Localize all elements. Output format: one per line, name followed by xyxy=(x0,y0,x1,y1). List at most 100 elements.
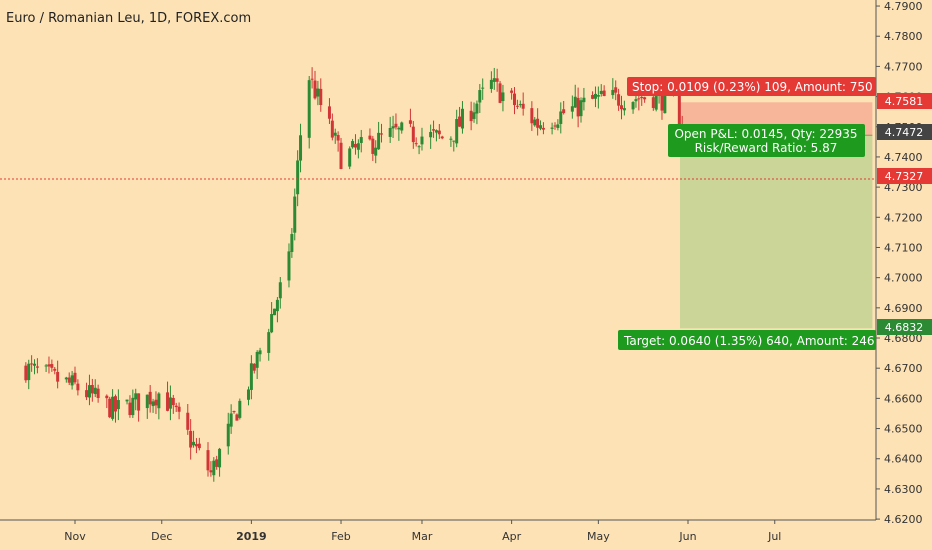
candle-body xyxy=(596,95,600,97)
candle-body xyxy=(212,460,216,476)
candle-body xyxy=(619,105,623,110)
candle-body xyxy=(611,89,615,96)
stop-price-tag: 4.7581 xyxy=(877,93,932,109)
candle-body xyxy=(125,399,129,402)
candle-body xyxy=(154,399,158,406)
candle-body xyxy=(368,135,372,140)
price-tick-label: 4.6700 xyxy=(884,362,923,375)
price-tick-label: 4.6600 xyxy=(884,392,923,405)
candle-body xyxy=(177,406,181,412)
candle-body xyxy=(455,119,459,144)
candle-body xyxy=(316,88,320,97)
candle-body xyxy=(252,363,256,371)
candle-body xyxy=(33,363,37,366)
candle-body xyxy=(24,365,28,381)
candle-body xyxy=(432,129,436,131)
candle-body xyxy=(518,104,522,106)
candle-body xyxy=(287,251,291,281)
candle-body xyxy=(591,95,595,99)
candle-body xyxy=(643,97,647,100)
profit-target-zone[interactable] xyxy=(680,135,873,329)
candle-body xyxy=(437,130,441,135)
candle-body xyxy=(478,90,482,103)
candle-body xyxy=(70,375,74,386)
candle-body xyxy=(319,88,323,106)
candle-body xyxy=(495,78,499,82)
time-tick-label: 2019 xyxy=(236,530,267,543)
candle-body xyxy=(481,87,485,89)
candle-body xyxy=(515,105,519,107)
stop-label: Stop: 0.0109 (0.23%) 109, Amount: 750 xyxy=(632,80,873,94)
stop-label-box: Stop: 0.0109 (0.23%) 109, Amount: 750 xyxy=(627,77,876,96)
candle-body xyxy=(267,332,271,353)
candle-body xyxy=(640,96,644,99)
current-price-tag: 4.7327 xyxy=(877,168,932,184)
candle-body xyxy=(677,93,681,125)
candle-body xyxy=(394,123,398,128)
current-price-value: 4.7327 xyxy=(885,170,924,183)
candle-body xyxy=(235,414,239,421)
candle-body xyxy=(654,93,658,110)
candle-body xyxy=(333,132,337,136)
candle-body xyxy=(47,364,51,367)
candle-body xyxy=(116,400,120,410)
candle-body xyxy=(113,396,117,412)
price-tick-label: 4.7000 xyxy=(884,272,923,285)
candle-body xyxy=(258,350,262,355)
candle-body xyxy=(377,132,381,150)
candle-body xyxy=(273,308,277,316)
candle-body xyxy=(218,448,222,468)
candle-body xyxy=(87,385,91,398)
candle-body xyxy=(206,450,210,471)
risk-reward-label: Risk/Reward Ratio: 5.87 xyxy=(695,141,838,155)
candle-body xyxy=(553,125,557,127)
candle-body xyxy=(492,78,496,82)
candle-body xyxy=(275,299,279,312)
candle-body xyxy=(151,401,155,407)
time-tick-label: Feb xyxy=(331,530,350,543)
candle-body xyxy=(536,118,540,128)
candle-body xyxy=(359,137,363,143)
candle-body xyxy=(128,402,132,416)
stop-price-value: 4.7581 xyxy=(885,95,924,108)
candle-body xyxy=(85,390,89,398)
candle-body xyxy=(339,142,343,169)
candle-body xyxy=(96,388,100,399)
candle-body xyxy=(489,79,493,89)
candle-body xyxy=(30,363,34,365)
candle-body xyxy=(145,394,149,409)
candle-body xyxy=(189,430,193,448)
candle-body xyxy=(131,397,135,416)
candle-body xyxy=(475,103,479,114)
open-pnl-box: Open P&L: 0.0145, Qty: 22935 Risk/Reward… xyxy=(668,124,865,157)
price-tick-label: 4.7700 xyxy=(884,60,923,73)
candle-body xyxy=(417,146,421,148)
candle-body xyxy=(593,93,597,99)
candle-body xyxy=(371,138,375,154)
price-tick-label: 4.6300 xyxy=(884,483,923,496)
candle-body xyxy=(299,135,303,161)
candle-body xyxy=(50,364,54,368)
candle-body xyxy=(449,138,453,140)
candle-body xyxy=(215,459,219,467)
candle-body xyxy=(134,393,138,400)
candle-body xyxy=(76,383,80,391)
candle-body xyxy=(53,368,57,371)
candle-body xyxy=(168,397,172,409)
candle-body xyxy=(391,126,395,129)
time-tick-label: Jul xyxy=(767,530,781,543)
candle-body xyxy=(186,412,190,430)
candle-body xyxy=(411,126,415,143)
entry-price-tag: 4.7472 xyxy=(877,124,932,140)
candle-body xyxy=(472,112,476,119)
price-tick-label: 4.7300 xyxy=(884,181,923,194)
candle-body xyxy=(238,400,242,418)
candle-body xyxy=(209,470,213,473)
target-label-box: Target: 0.0640 (1.35%) 640, Amount: 246 xyxy=(618,330,876,350)
candle-body xyxy=(429,131,433,138)
candle-body xyxy=(226,423,230,447)
candle-body xyxy=(663,88,667,114)
price-tick-label: 4.6800 xyxy=(884,332,923,345)
time-axis[interactable]: Nov Dec 2019 Feb Mar Apr May Jun Jul xyxy=(64,520,781,543)
